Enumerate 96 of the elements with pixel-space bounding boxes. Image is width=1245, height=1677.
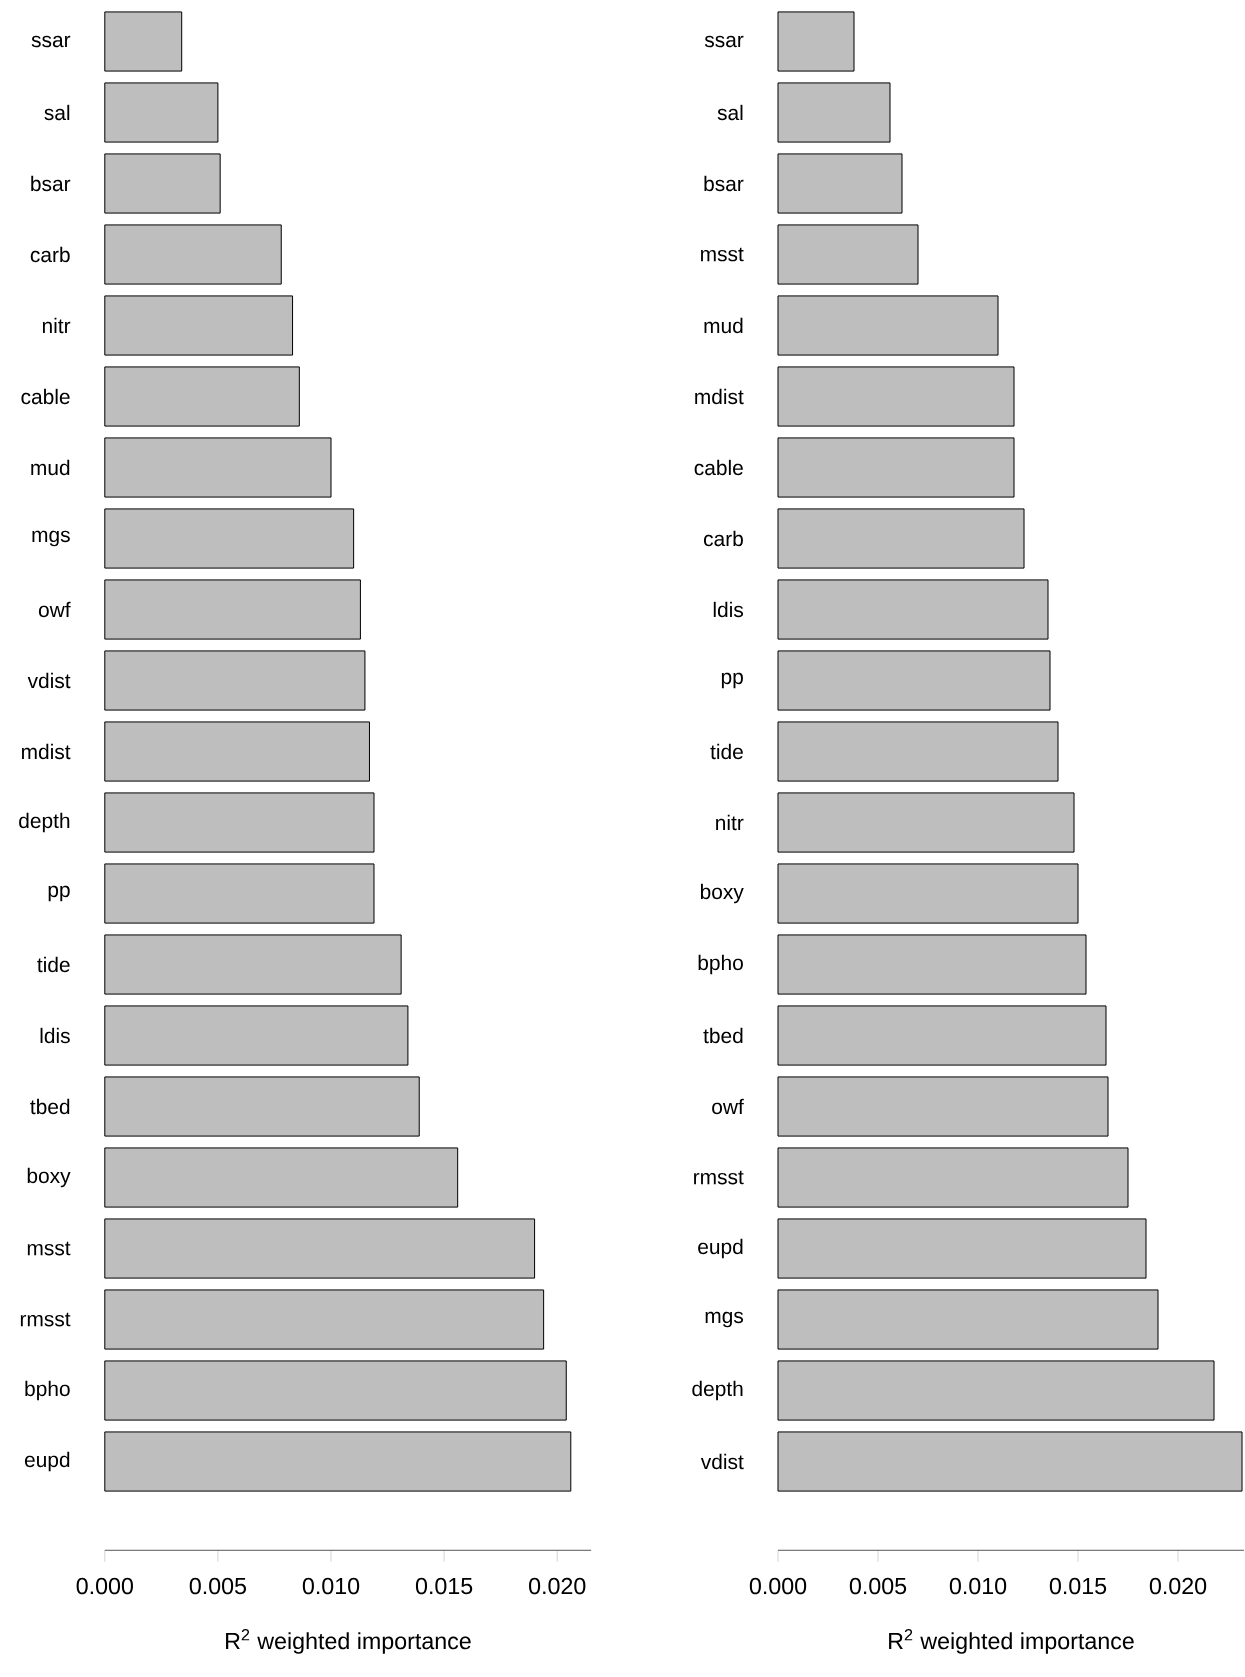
x-tick-label: 0.005 [189,1577,247,1595]
bar [104,1289,545,1350]
y-tick-label: cable [21,388,70,405]
bar [777,1218,1147,1279]
bar [777,153,903,214]
y-tick-label: cable [694,459,743,476]
bar [104,1076,420,1137]
y-tick-label: bsar [704,175,744,192]
y-tick-label: mdist [21,743,71,760]
y-tick-label: mdist [695,388,744,405]
y-tick-label: eupd [698,1238,743,1259]
y-tick-label: tbed [703,1027,743,1044]
bar [777,579,1049,640]
x-tick-label: 0.000 [76,1577,133,1595]
y-tick-label: nitr [716,814,744,831]
x-tick-label: 0.010 [949,1577,1007,1595]
bar [104,792,375,853]
y-tick-label: tide [710,743,743,760]
x-axis-title: R$^{2}$ weighted importance [226,1629,471,1654]
x-tick-label: 0.005 [849,1577,907,1595]
x-tick-label: 0.020 [529,1577,586,1595]
bar [777,11,855,72]
y-tick-label: bpho [25,1380,70,1401]
bar [777,1005,1107,1066]
x-tick-label: 0.015 [1049,1577,1107,1595]
y-tick-label: carb [30,246,70,263]
y-tick-label: pp [48,885,70,902]
y-tick-label: owf [38,601,71,618]
y-tick-label: boxy [27,1167,71,1188]
y-tick-label: pp [721,672,743,689]
y-tick-label: rmsst [20,1312,71,1327]
bar [104,295,294,356]
bar [104,224,282,285]
bar [104,1147,459,1208]
bar [777,1147,1129,1208]
y-tick-label: boxy [700,883,744,904]
y-tick-label: ldis [713,601,744,618]
y-tick-label: vdist [27,672,71,689]
bar [104,1431,572,1492]
y-tick-label: msst [27,1241,71,1256]
bar [777,650,1051,711]
y-tick-label: rmsst [694,1170,744,1185]
bar [777,934,1087,995]
y-tick-label: mud [704,317,743,334]
bar [777,508,1025,569]
y-tick-label: depth [692,1380,743,1401]
x-tick-label: 0.010 [302,1577,360,1595]
y-tick-label: owf [712,1098,744,1115]
y-tick-label: sal [717,104,743,121]
y-tick-label: vdist [700,1453,744,1470]
bar [104,579,361,640]
bar [777,224,919,285]
y-tick-label: tbed [30,1098,70,1115]
bar [777,1076,1109,1137]
bar [104,508,355,569]
y-tick-label: tide [37,956,70,973]
y-tick-label: bsar [31,175,71,192]
y-tick-label: mgs [705,1311,744,1328]
x-tick-label: 0.000 [749,1577,807,1595]
bar [104,82,219,143]
bar [777,366,1015,427]
bar [777,295,999,356]
bar [777,792,1075,853]
y-tick-label: msst [701,247,744,262]
y-tick-label: mgs [32,530,70,547]
y-tick-label: carb [703,530,743,547]
bar [104,1005,409,1066]
bar [104,934,402,995]
bar [777,1360,1215,1421]
y-tick-label: bpho [698,954,743,975]
bar [104,366,300,427]
x-tick-label: 0.020 [1149,1577,1207,1595]
y-tick-label: sal [44,104,70,121]
bar [104,437,332,498]
y-tick-label: ldis [40,1027,70,1044]
bar [777,1431,1243,1492]
bar [777,1289,1159,1350]
bar [104,721,370,782]
y-tick-label: mud [31,459,70,476]
x-axis-title: R$^{2}$ weighted importance [889,1629,1134,1654]
bar [104,863,375,924]
bar [104,1360,567,1421]
y-tick-label: ssar [704,35,744,48]
bar [777,863,1079,924]
y-tick-label: depth [19,812,70,833]
bar [104,1218,536,1279]
bar [104,153,221,214]
bar [104,650,366,711]
bar [777,437,1015,498]
y-tick-label: eupd [24,1451,70,1472]
y-tick-label: nitr [42,317,71,334]
bar [777,721,1059,782]
bar [777,82,891,143]
bar [104,11,183,72]
x-tick-label: 0.015 [415,1577,473,1595]
y-tick-label: ssar [31,35,71,48]
